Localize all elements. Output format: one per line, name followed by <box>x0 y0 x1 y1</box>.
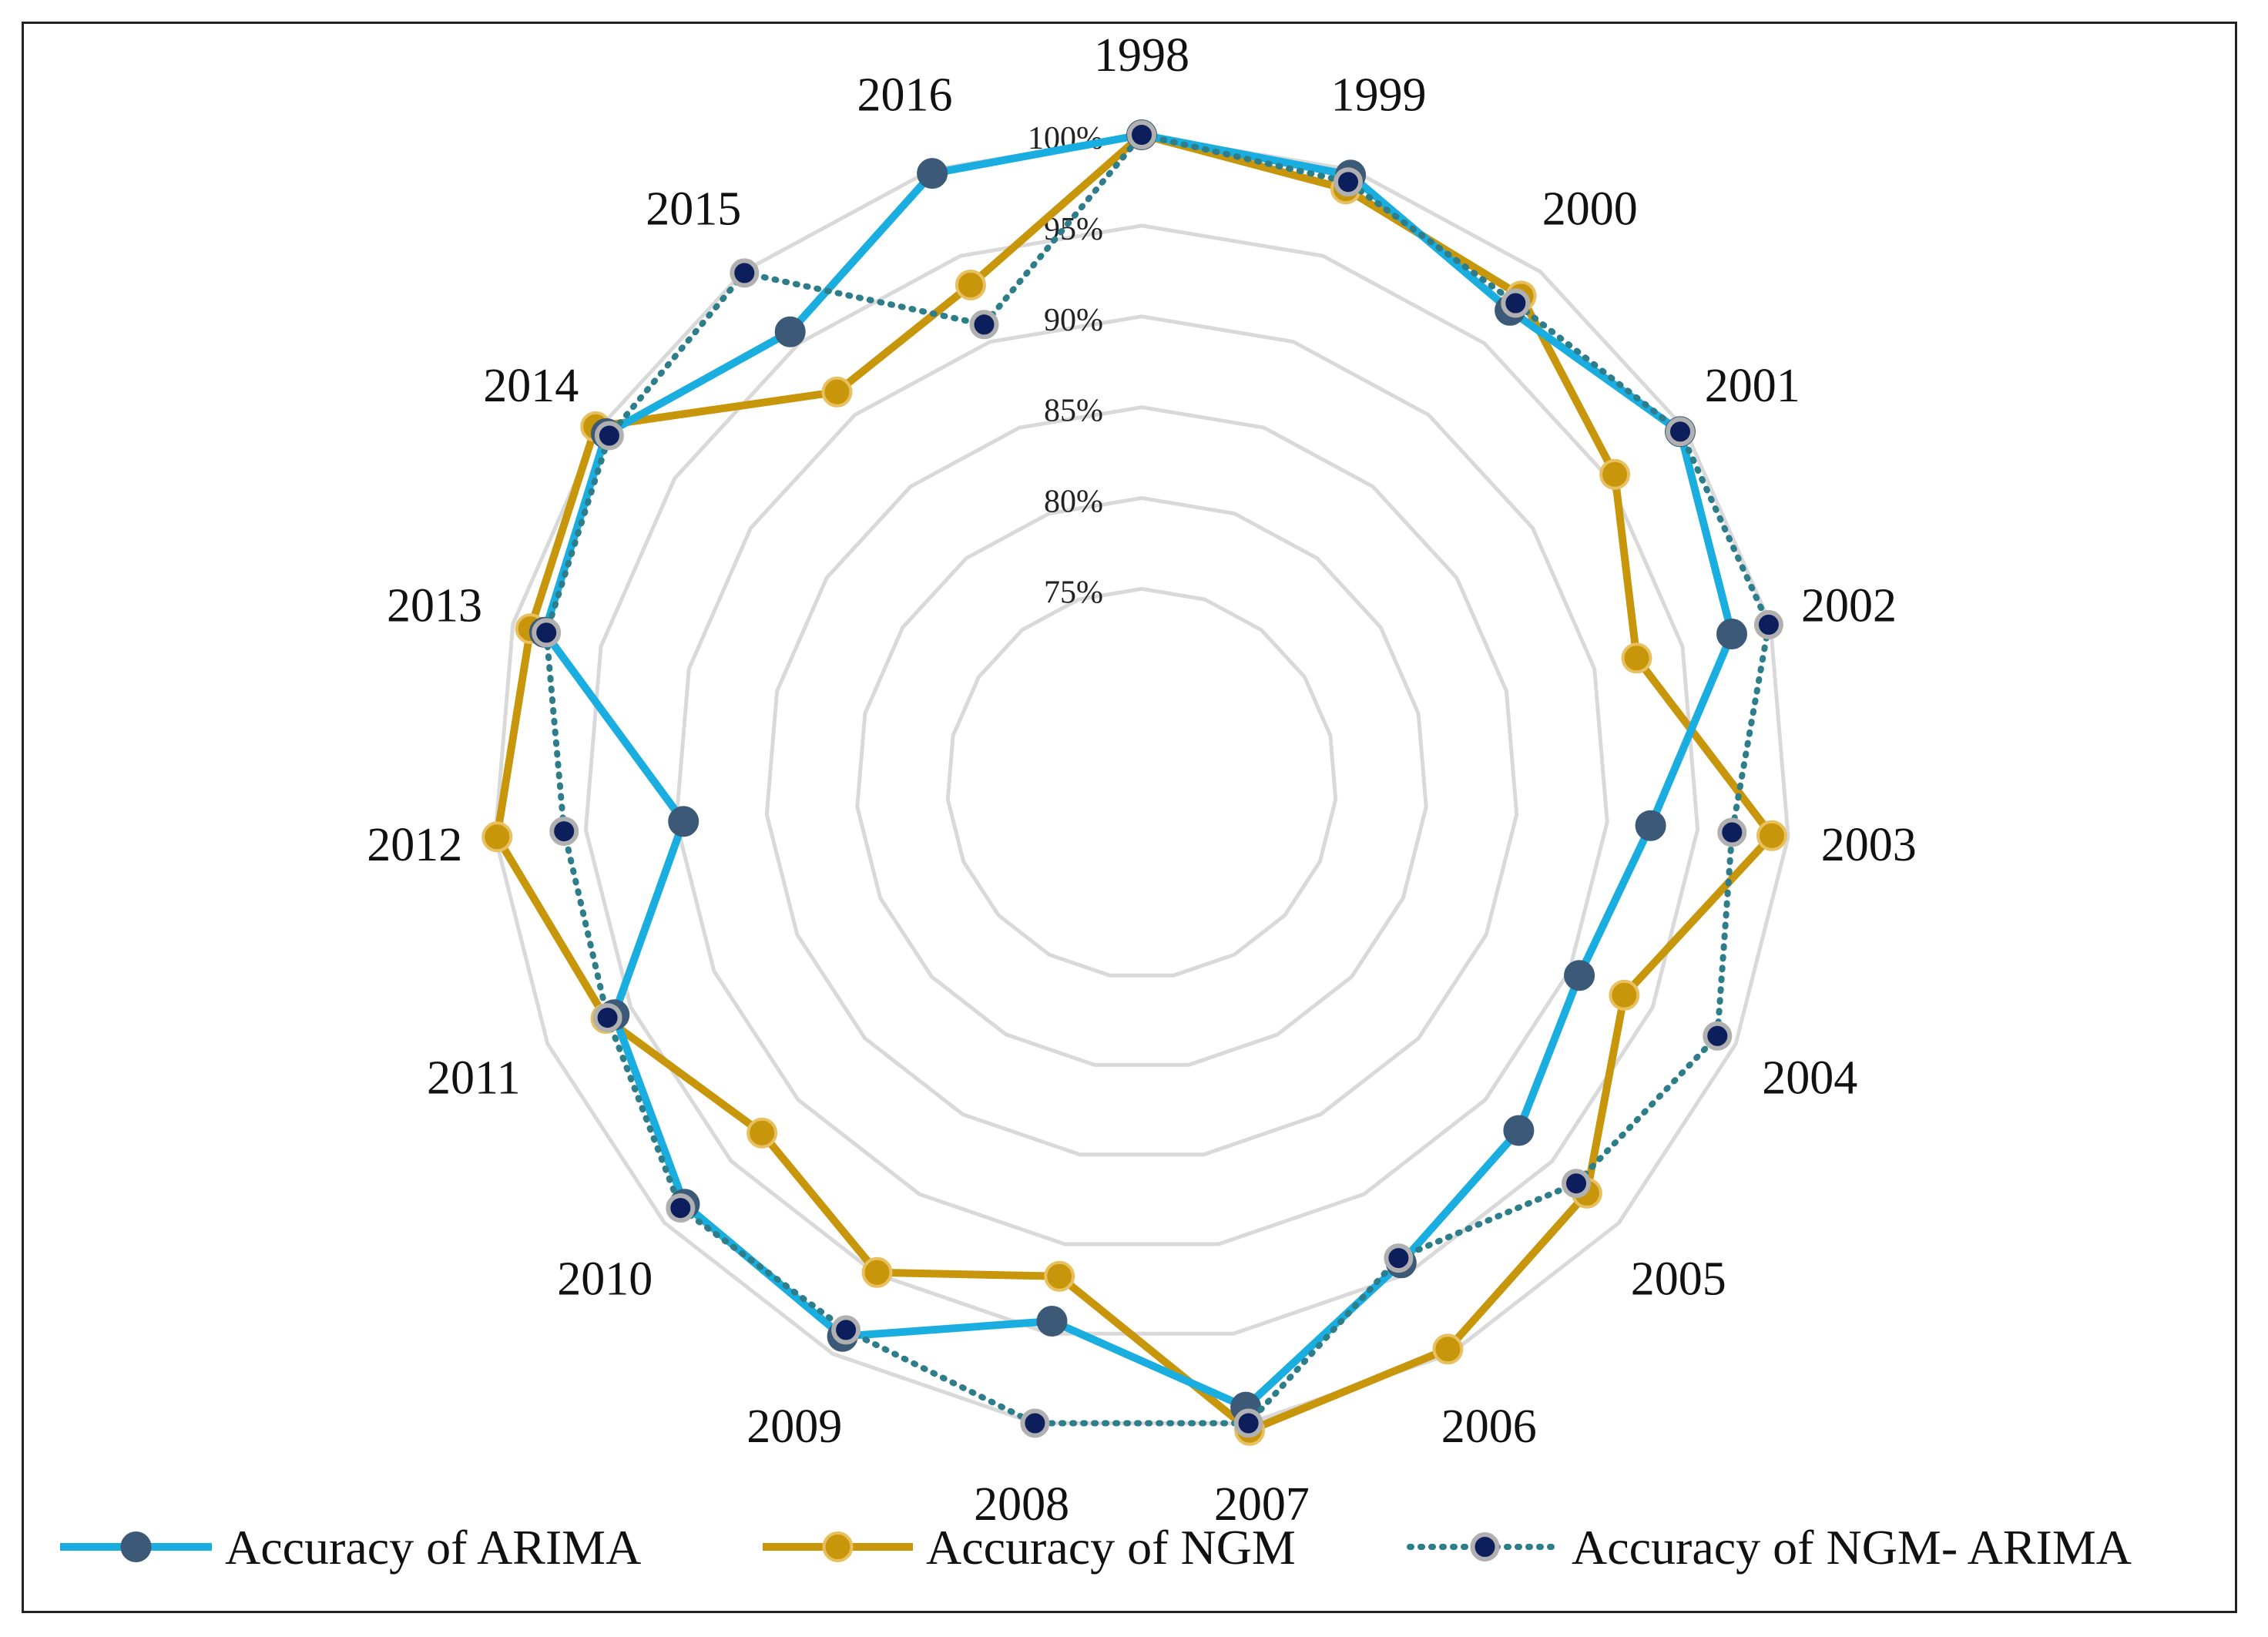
legend-swatch-marker <box>822 1531 854 1562</box>
series-line <box>543 132 1772 1427</box>
category-label: 2006 <box>1441 1401 1537 1453</box>
legend-label: Accuracy of ARIMA <box>225 1520 641 1575</box>
data-point <box>1036 1306 1068 1337</box>
data-series <box>481 119 1787 1446</box>
data-point <box>666 1193 696 1223</box>
category-label: 1998 <box>1094 29 1189 82</box>
data-point <box>1756 820 1787 851</box>
data-point <box>1127 120 1156 149</box>
radial-tick-labels: 75%80%85%90%95%100% <box>1028 121 1103 610</box>
category-label: 2013 <box>387 580 482 632</box>
category-label: 2002 <box>1801 580 1897 632</box>
data-point <box>861 1256 893 1288</box>
grid-ring-0 <box>945 586 1338 978</box>
data-point <box>1020 1408 1050 1438</box>
grid-ring-3 <box>674 314 1609 1246</box>
data-point <box>1233 1408 1263 1438</box>
data-point <box>549 817 579 847</box>
data-point <box>1562 1169 1591 1199</box>
data-point <box>1432 1333 1464 1365</box>
data-point <box>746 1117 778 1149</box>
legend-label: Accuracy of NGM <box>926 1520 1296 1575</box>
category-labels: 1998 1999 2000 2001 2002 2003 2004 2005 2006 2007… <box>367 29 1917 1531</box>
data-point <box>1621 642 1652 674</box>
tick-label: 90% <box>1044 303 1103 338</box>
data-point <box>1635 810 1666 841</box>
data-point <box>955 270 986 300</box>
series-line <box>540 131 1736 1411</box>
category-label: 2003 <box>1821 819 1917 871</box>
data-point <box>821 376 853 408</box>
data-point <box>1044 1260 1075 1292</box>
series-line <box>493 131 1776 1434</box>
data-point <box>1753 609 1783 639</box>
data-point <box>1334 167 1363 197</box>
data-point <box>1703 1021 1733 1051</box>
data-point <box>532 618 562 648</box>
legend-swatch-marker <box>1470 1532 1500 1562</box>
legend-item-1: Accuracy of NGM <box>763 1520 1296 1575</box>
legend-label: Accuracy of NGM- ARIMA <box>1572 1520 2132 1575</box>
radar-grid <box>493 133 1790 1425</box>
data-point <box>1599 458 1631 490</box>
category-label: 2012 <box>367 819 462 871</box>
grid-ring-5 <box>493 133 1790 1425</box>
data-point <box>1717 817 1747 847</box>
legend-item-2: Accuracy of NGM- ARIMA <box>1407 1520 2132 1575</box>
grid-ring-2 <box>764 405 1519 1157</box>
data-point <box>1716 619 1747 649</box>
legend-swatch-marker <box>120 1531 152 1562</box>
category-label: 2001 <box>1705 360 1800 412</box>
category-label: 2000 <box>1542 183 1638 236</box>
category-label: 2009 <box>746 1401 842 1453</box>
tick-label: 75% <box>1044 575 1103 610</box>
data-point <box>668 806 700 837</box>
data-point <box>917 158 948 190</box>
data-point <box>1384 1243 1414 1273</box>
data-point <box>1609 979 1640 1011</box>
legend: Accuracy of ARIMA Accuracy of NGM Accuracy… <box>60 1520 2132 1575</box>
category-label: 2008 <box>974 1478 1069 1531</box>
grid-ring-1 <box>855 495 1428 1067</box>
category-label: 2011 <box>427 1052 521 1104</box>
category-label: 2005 <box>1631 1253 1726 1305</box>
series-2 <box>532 120 1783 1438</box>
data-point <box>831 1315 861 1345</box>
grid-ring-4 <box>583 223 1700 1336</box>
category-label: 2007 <box>1214 1478 1310 1531</box>
data-point <box>592 1003 622 1033</box>
category-label: 2014 <box>483 360 579 412</box>
tick-label: 80% <box>1044 485 1103 520</box>
category-label: 2010 <box>557 1253 653 1305</box>
data-point <box>969 310 999 340</box>
data-point <box>594 421 624 451</box>
category-label: 2015 <box>646 183 741 236</box>
legend-item-0: Accuracy of ARIMA <box>60 1520 641 1575</box>
category-label: 2016 <box>857 69 953 121</box>
category-label: 1999 <box>1331 69 1427 121</box>
data-point <box>1564 960 1595 991</box>
data-point <box>1501 288 1531 318</box>
data-point <box>730 258 760 288</box>
category-label: 2004 <box>1762 1052 1857 1104</box>
data-point <box>1503 1115 1535 1146</box>
chart-frame <box>22 22 2237 1613</box>
data-point <box>1666 417 1695 447</box>
data-point <box>481 821 513 853</box>
data-point <box>774 316 806 347</box>
tick-label: 85% <box>1044 394 1103 429</box>
